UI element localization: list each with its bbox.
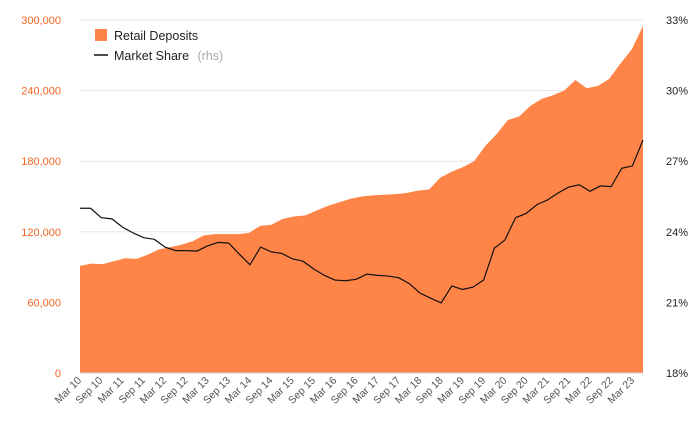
left-tick-label: 180,000 (21, 156, 61, 168)
legend: Retail Deposits Market Share (rhs) (94, 29, 223, 64)
area-retail-deposits (80, 25, 643, 373)
right-tick-label: 30% (666, 86, 688, 98)
right-tick-label: 18% (666, 368, 688, 380)
left-tick-label: 120,000 (21, 227, 61, 239)
right-tick-label: 33% (666, 15, 688, 27)
line-market-share (80, 139, 644, 304)
left-tick-label: 240,000 (21, 86, 61, 98)
left-axis-ticks: 0 60,000 120,000 180,000 240,000 300,000 (21, 15, 61, 380)
legend-swatch-retail-deposits (95, 29, 107, 41)
left-tick-label: 300,000 (21, 15, 61, 27)
right-tick-label: 24% (666, 227, 688, 239)
left-tick-label: 60,000 (27, 297, 61, 309)
right-axis-ticks: 18% 21% 24% 27% 30% 33% (666, 15, 688, 380)
right-tick-label: 21% (666, 297, 688, 309)
legend-label-market-share-suffix: (rhs) (197, 49, 223, 63)
legend-label-retail-deposits: Retail Deposits (114, 29, 198, 43)
right-tick-label: 27% (666, 156, 688, 168)
legend-label-market-share-name: Market Share (114, 49, 189, 63)
legend-label-market-share: Market Share (rhs) (114, 47, 223, 64)
left-tick-label: 0 (55, 368, 61, 380)
